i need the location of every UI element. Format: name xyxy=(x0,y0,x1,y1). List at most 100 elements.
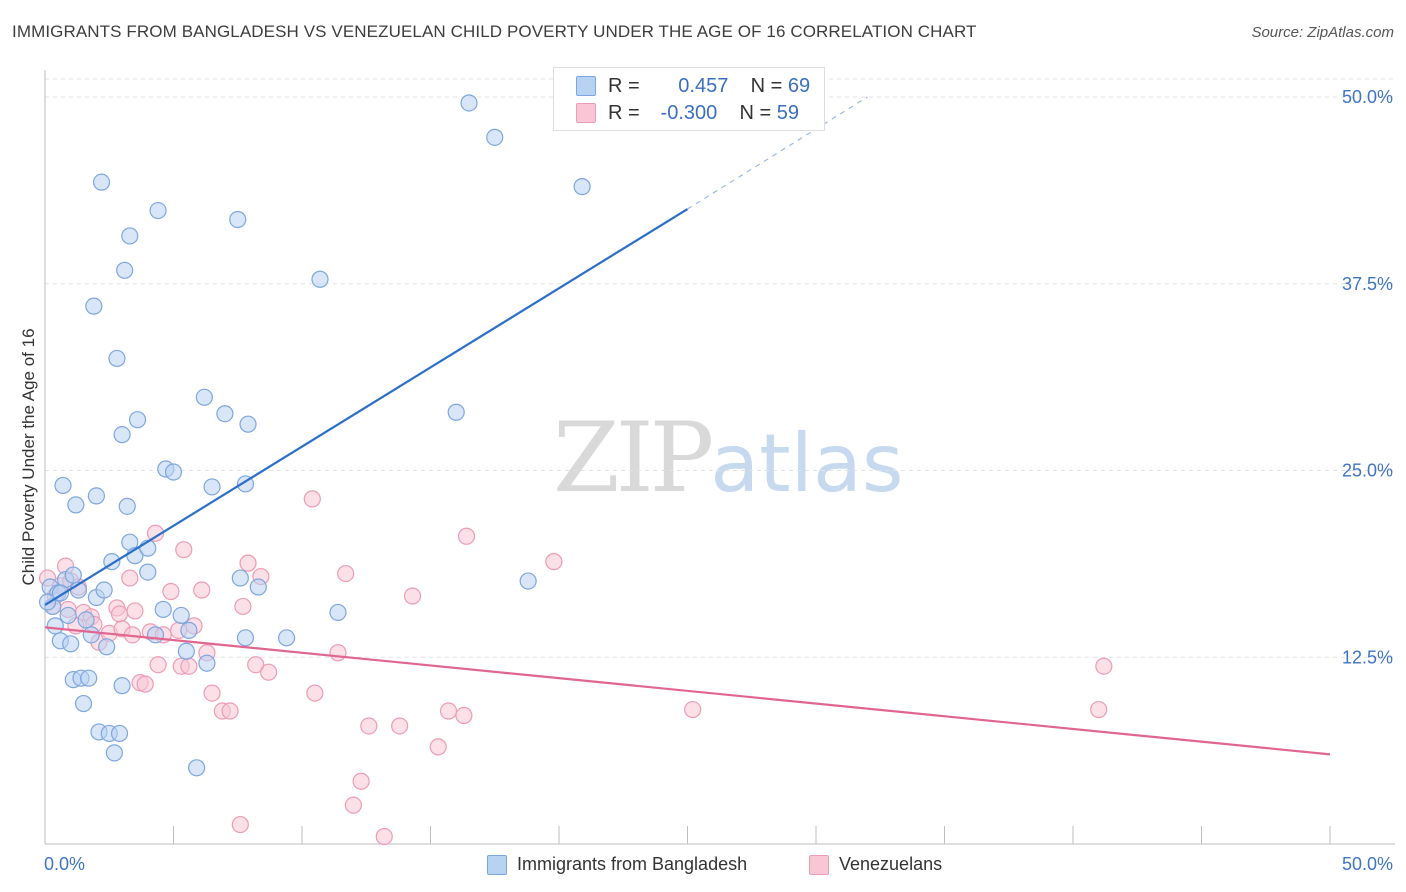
watermark-zip: ZIP xyxy=(553,402,714,514)
stats-box: R = 0.457 N = 69 R = -0.300 N = 59 xyxy=(553,67,825,131)
r-value-bangladesh: 0.457 xyxy=(678,74,729,97)
data-point-bangladesh xyxy=(236,629,255,647)
data-point-bangladesh xyxy=(154,600,172,619)
data-point-venezuelans xyxy=(684,700,702,719)
r-value-venezuelans: -0.300 xyxy=(660,101,718,124)
data-point-venezuelans xyxy=(429,738,447,756)
stats-row-bangladesh: R = 0.457 N = 69 xyxy=(576,73,810,99)
data-point-venezuelans xyxy=(221,702,239,720)
data-point-venezuelans xyxy=(180,657,198,675)
data-point-bangladesh xyxy=(216,405,234,423)
data-point-venezuelans xyxy=(247,656,265,674)
n-label: N = xyxy=(750,74,783,97)
data-point-venezuelans xyxy=(239,554,257,572)
data-point-bangladesh xyxy=(67,496,85,514)
data-point-bangladesh xyxy=(329,603,347,622)
data-point-bangladesh xyxy=(121,227,139,245)
data-point-bangladesh xyxy=(82,626,100,644)
data-point-bangladesh xyxy=(54,476,72,495)
data-point-venezuelans xyxy=(391,717,409,735)
data-point-bangladesh xyxy=(198,654,216,672)
data-point-venezuelans xyxy=(1095,657,1113,675)
data-point-bangladesh xyxy=(95,581,113,599)
trend-line-bangladesh xyxy=(44,208,689,606)
data-point-venezuelans xyxy=(303,490,321,508)
data-point-venezuelans xyxy=(175,541,193,559)
data-point-bangladesh xyxy=(128,411,147,429)
data-point-venezuelans xyxy=(306,684,324,702)
stats-row-venezuelans: R = -0.300 N = 59 xyxy=(576,100,799,126)
data-point-venezuelans xyxy=(193,581,211,599)
legend-item-bangladesh[interactable]: Immigrants from Bangladesh xyxy=(487,854,747,875)
watermark: ZIPatlas xyxy=(553,402,904,514)
data-point-bangladesh xyxy=(573,178,591,196)
data-point-venezuelans xyxy=(545,553,563,571)
data-point-bangladesh xyxy=(172,606,190,625)
chart-legend: Immigrants from Bangladesh Venezuelans xyxy=(0,850,1406,880)
y-tick-label: 25.0% xyxy=(1342,461,1393,481)
chart-title: IMMIGRANTS FROM BANGLADESH VS VENEZUELAN… xyxy=(12,22,977,41)
r-label: R = xyxy=(608,74,640,97)
data-point-venezuelans xyxy=(455,706,473,725)
r-label: R = xyxy=(608,101,640,124)
data-point-bangladesh xyxy=(64,566,82,584)
data-point-venezuelans xyxy=(439,702,458,720)
data-point-bangladesh xyxy=(92,173,111,191)
data-point-bangladesh xyxy=(149,201,167,220)
data-point-bangladesh xyxy=(85,297,103,315)
data-point-bangladesh xyxy=(188,759,206,777)
watermark-atlas: atlas xyxy=(710,417,904,510)
data-point-bangladesh xyxy=(116,261,134,279)
data-point-bangladesh xyxy=(139,563,157,581)
source-label: Source: ZipAtlas.com xyxy=(1251,24,1394,41)
data-point-venezuelans xyxy=(126,602,144,620)
x-tick-label-max: 50.0% xyxy=(1342,854,1393,874)
data-point-venezuelans xyxy=(136,675,154,693)
data-point-venezuelans xyxy=(1090,700,1108,719)
data-point-bangladesh xyxy=(118,497,136,515)
data-point-venezuelans xyxy=(121,569,139,587)
data-point-venezuelans xyxy=(403,587,422,605)
data-point-venezuelans xyxy=(259,663,278,681)
data-point-bangladesh xyxy=(460,94,478,112)
trend-line-venezuelans xyxy=(44,626,1331,756)
data-point-bangladesh xyxy=(62,635,80,653)
data-point-venezuelans xyxy=(162,582,180,601)
data-point-bangladesh xyxy=(113,426,131,444)
stats-swatch-venezuelans xyxy=(576,103,596,123)
data-point-venezuelans xyxy=(352,772,370,790)
data-point-bangladesh xyxy=(519,572,537,590)
y-tick-label: 50.0% xyxy=(1342,87,1393,107)
data-point-bangladesh xyxy=(59,606,77,625)
stats-swatch-bangladesh xyxy=(576,76,596,96)
y-tick-label: 12.5% xyxy=(1342,647,1393,667)
data-point-bangladesh xyxy=(108,349,126,368)
data-point-venezuelans xyxy=(329,644,347,662)
data-point-bangladesh xyxy=(38,593,57,611)
data-point-bangladesh xyxy=(447,403,465,421)
data-point-venezuelans xyxy=(234,597,252,616)
data-point-bangladesh xyxy=(180,621,198,639)
data-point-bangladesh xyxy=(74,694,93,713)
n-value-bangladesh: 69 xyxy=(787,74,811,97)
legend-swatch-bangladesh xyxy=(487,854,507,875)
data-point-bangladesh xyxy=(195,388,213,406)
data-point-bangladesh xyxy=(105,744,123,762)
data-point-bangladesh xyxy=(486,128,504,146)
data-point-bangladesh xyxy=(311,270,329,288)
data-point-venezuelans xyxy=(231,815,249,834)
data-point-bangladesh xyxy=(87,487,106,505)
y-tick-label: 37.5% xyxy=(1342,274,1393,294)
data-point-venezuelans xyxy=(375,827,393,846)
data-point-venezuelans xyxy=(344,796,362,814)
y-axis-label: Child Poverty Under the Age of 16 xyxy=(19,328,38,585)
n-label: N = xyxy=(739,101,772,124)
data-point-bangladesh xyxy=(80,669,98,687)
n-value-venezuelans: 59 xyxy=(776,101,799,124)
data-point-venezuelans xyxy=(110,605,129,623)
data-point-venezuelans xyxy=(203,684,221,702)
data-point-bangladesh xyxy=(110,724,129,743)
x-tick-label-min: 0.0% xyxy=(44,854,85,874)
legend-item-venezuelans[interactable]: Venezuelans xyxy=(809,854,942,875)
